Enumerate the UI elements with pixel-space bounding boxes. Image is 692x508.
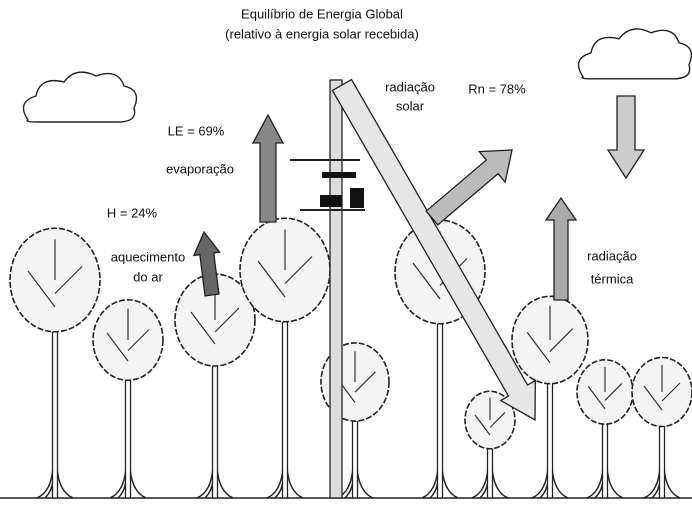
thermal-label: térmica xyxy=(591,271,634,286)
tree-branches xyxy=(643,365,681,411)
instrument xyxy=(350,188,364,208)
heat-arrow xyxy=(192,230,221,297)
h-label: H = 24% xyxy=(107,205,158,220)
title-line: (relativo à energia solar recebida) xyxy=(225,26,419,41)
title-line: Equilíbrio de Energia Global xyxy=(241,6,403,21)
reflected-arrow xyxy=(425,149,513,226)
tree-branches xyxy=(526,305,574,364)
tower xyxy=(329,79,343,499)
cloud xyxy=(22,71,138,123)
evaporation-label: evaporação xyxy=(166,161,234,176)
tree-branches xyxy=(587,366,623,410)
tree-branches xyxy=(106,308,150,362)
air-heating-label: aquecimento xyxy=(111,249,185,264)
tree-branches xyxy=(474,397,506,436)
cloud xyxy=(577,28,692,80)
solar-label: solar xyxy=(396,98,425,113)
instrument xyxy=(322,172,356,178)
tree-branches xyxy=(257,229,313,298)
solar-arrow xyxy=(331,78,537,422)
solar-label: radiação xyxy=(385,79,435,94)
rn-label: Rn = 78% xyxy=(468,81,526,96)
evaporation-arrow xyxy=(251,113,285,223)
air-heating-label: do ar xyxy=(133,269,163,284)
le-label: LE = 69% xyxy=(168,123,225,138)
instrument xyxy=(320,195,342,207)
thermal-arrow xyxy=(544,196,578,301)
tree-branches xyxy=(27,239,83,308)
thermal-label: radiação xyxy=(587,248,637,263)
downward-arrow xyxy=(606,95,646,180)
